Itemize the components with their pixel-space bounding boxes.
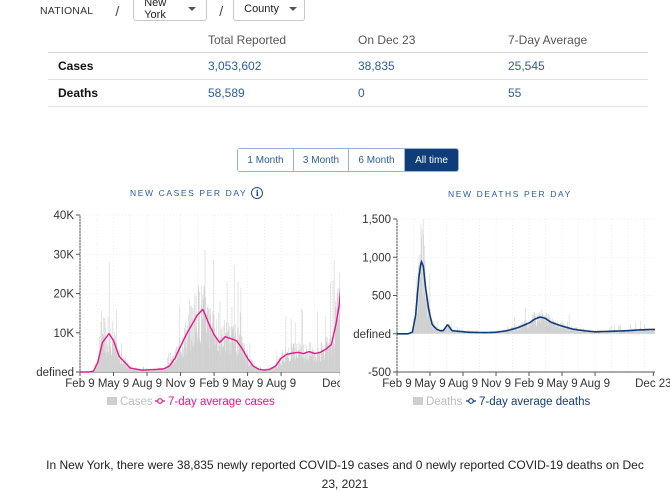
summary-header-on-day: On Dec 23 — [358, 28, 508, 53]
cases-chart-title-text: NEW CASES PER DAY — [130, 188, 248, 198]
legend-cases-swatch — [107, 397, 117, 405]
breadcrumb-national-link[interactable]: NATIONAL — [40, 5, 94, 17]
x-tick-label: May 9 — [98, 378, 129, 390]
chevron-down-icon — [288, 6, 297, 11]
county-dropdown[interactable]: County — [233, 0, 306, 21]
x-tick-label: Feb 9 — [199, 378, 228, 390]
deaths-on-day: 0 — [358, 79, 508, 107]
table-row: Cases 3,053,602 38,835 25,545 — [48, 52, 648, 80]
deaths-average: 55 — [508, 79, 648, 107]
x-tick-label: May 9 — [232, 378, 263, 390]
y-tick-label: 20K — [54, 289, 75, 301]
deaths-total: 58,589 — [208, 79, 358, 107]
x-tick-label: Dec 23 — [322, 378, 340, 390]
range-all-time-button[interactable]: All time — [405, 149, 458, 171]
x-tick-label: Aug 9 — [580, 378, 610, 390]
cases-on-day: 38,835 — [358, 52, 508, 80]
cases-total: 3,053,602 — [208, 52, 358, 80]
summary-header-blank — [48, 28, 208, 53]
x-tick-label: May 9 — [546, 378, 577, 390]
range-3-month-button[interactable]: 3 Month — [294, 149, 349, 171]
row-label-deaths: Deaths — [48, 79, 208, 107]
cases-chart-title: NEW CASES PER DAY i — [130, 187, 264, 199]
cases-legend: Cases 7-day average cases — [107, 396, 275, 408]
summary-header-average: 7-Day Average — [508, 28, 648, 53]
deaths-7day-line — [397, 259, 655, 335]
legend-deaths-label: Deaths — [426, 396, 463, 408]
legend-deaths-swatch — [413, 397, 423, 405]
legend-avg-deaths-marker — [468, 398, 474, 404]
breadcrumb: NATIONAL / New York / County — [40, 0, 306, 22]
x-tick-label: Feb 9 — [382, 378, 411, 390]
legend-avg-deaths-label: 7-day average deaths — [479, 396, 590, 408]
x-tick-label: Aug 9 — [132, 378, 162, 390]
county-dropdown-label: County — [244, 2, 279, 15]
state-dropdown[interactable]: New York — [133, 0, 208, 21]
summary-sentence: In New York, there were 38,835 newly rep… — [46, 458, 644, 491]
table-row: Deaths 58,589 0 55 — [48, 79, 648, 107]
x-tick-label: Feb 9 — [65, 378, 94, 390]
breadcrumb-separator: / — [219, 3, 224, 19]
cases-7day-line — [80, 287, 340, 373]
info-icon[interactable]: i — [251, 187, 264, 199]
y-tick-label: 1,500 — [362, 214, 391, 226]
x-tick-label: Aug 9 — [266, 378, 296, 390]
deaths-legend: Deaths 7-day average deaths — [413, 396, 590, 408]
summary-header-row: Total Reported On Dec 23 7-Day Average — [48, 28, 648, 53]
row-label-cases: Cases — [48, 52, 208, 80]
x-tick-label: Nov 9 — [481, 378, 511, 390]
time-range-selector: 1 Month 3 Month 6 Month All time — [237, 148, 459, 172]
breadcrumb-separator: / — [115, 3, 120, 19]
summary-header-total: Total Reported — [208, 28, 358, 53]
x-tick-label: Dec 23 — [635, 378, 670, 390]
cases-average: 25,545 — [508, 52, 648, 80]
legend-avg-marker — [157, 398, 163, 404]
y-tick-label: defined — [36, 367, 74, 379]
summary-table: Total Reported On Dec 23 7-Day Average C… — [48, 28, 648, 107]
range-6-month-button[interactable]: 6 Month — [349, 149, 405, 171]
x-tick-label: Feb 9 — [514, 378, 543, 390]
x-tick-label: Nov 9 — [166, 378, 196, 390]
y-tick-label: 30K — [54, 249, 75, 261]
legend-cases-label: Cases — [120, 396, 153, 408]
legend-avg-cases-label: 7-day average cases — [168, 396, 275, 408]
deaths-chart-title-text: NEW DEATHS PER DAY — [448, 189, 572, 199]
y-tick-label: 40K — [54, 210, 75, 222]
y-tick-label: 1,000 — [362, 252, 391, 264]
range-1-month-button[interactable]: 1 Month — [238, 149, 294, 171]
state-dropdown-label: New York — [144, 0, 167, 21]
x-tick-label: Aug 9 — [448, 378, 478, 390]
y-tick-label: 500 — [372, 291, 391, 303]
y-tick-label: defined — [353, 329, 391, 341]
deaths-chart-title: NEW DEATHS PER DAY — [448, 189, 572, 199]
y-tick-label: 10K — [54, 328, 75, 340]
chevron-down-icon — [188, 6, 197, 11]
x-tick-label: May 9 — [414, 378, 445, 390]
y-tick-label: -500 — [368, 367, 391, 379]
